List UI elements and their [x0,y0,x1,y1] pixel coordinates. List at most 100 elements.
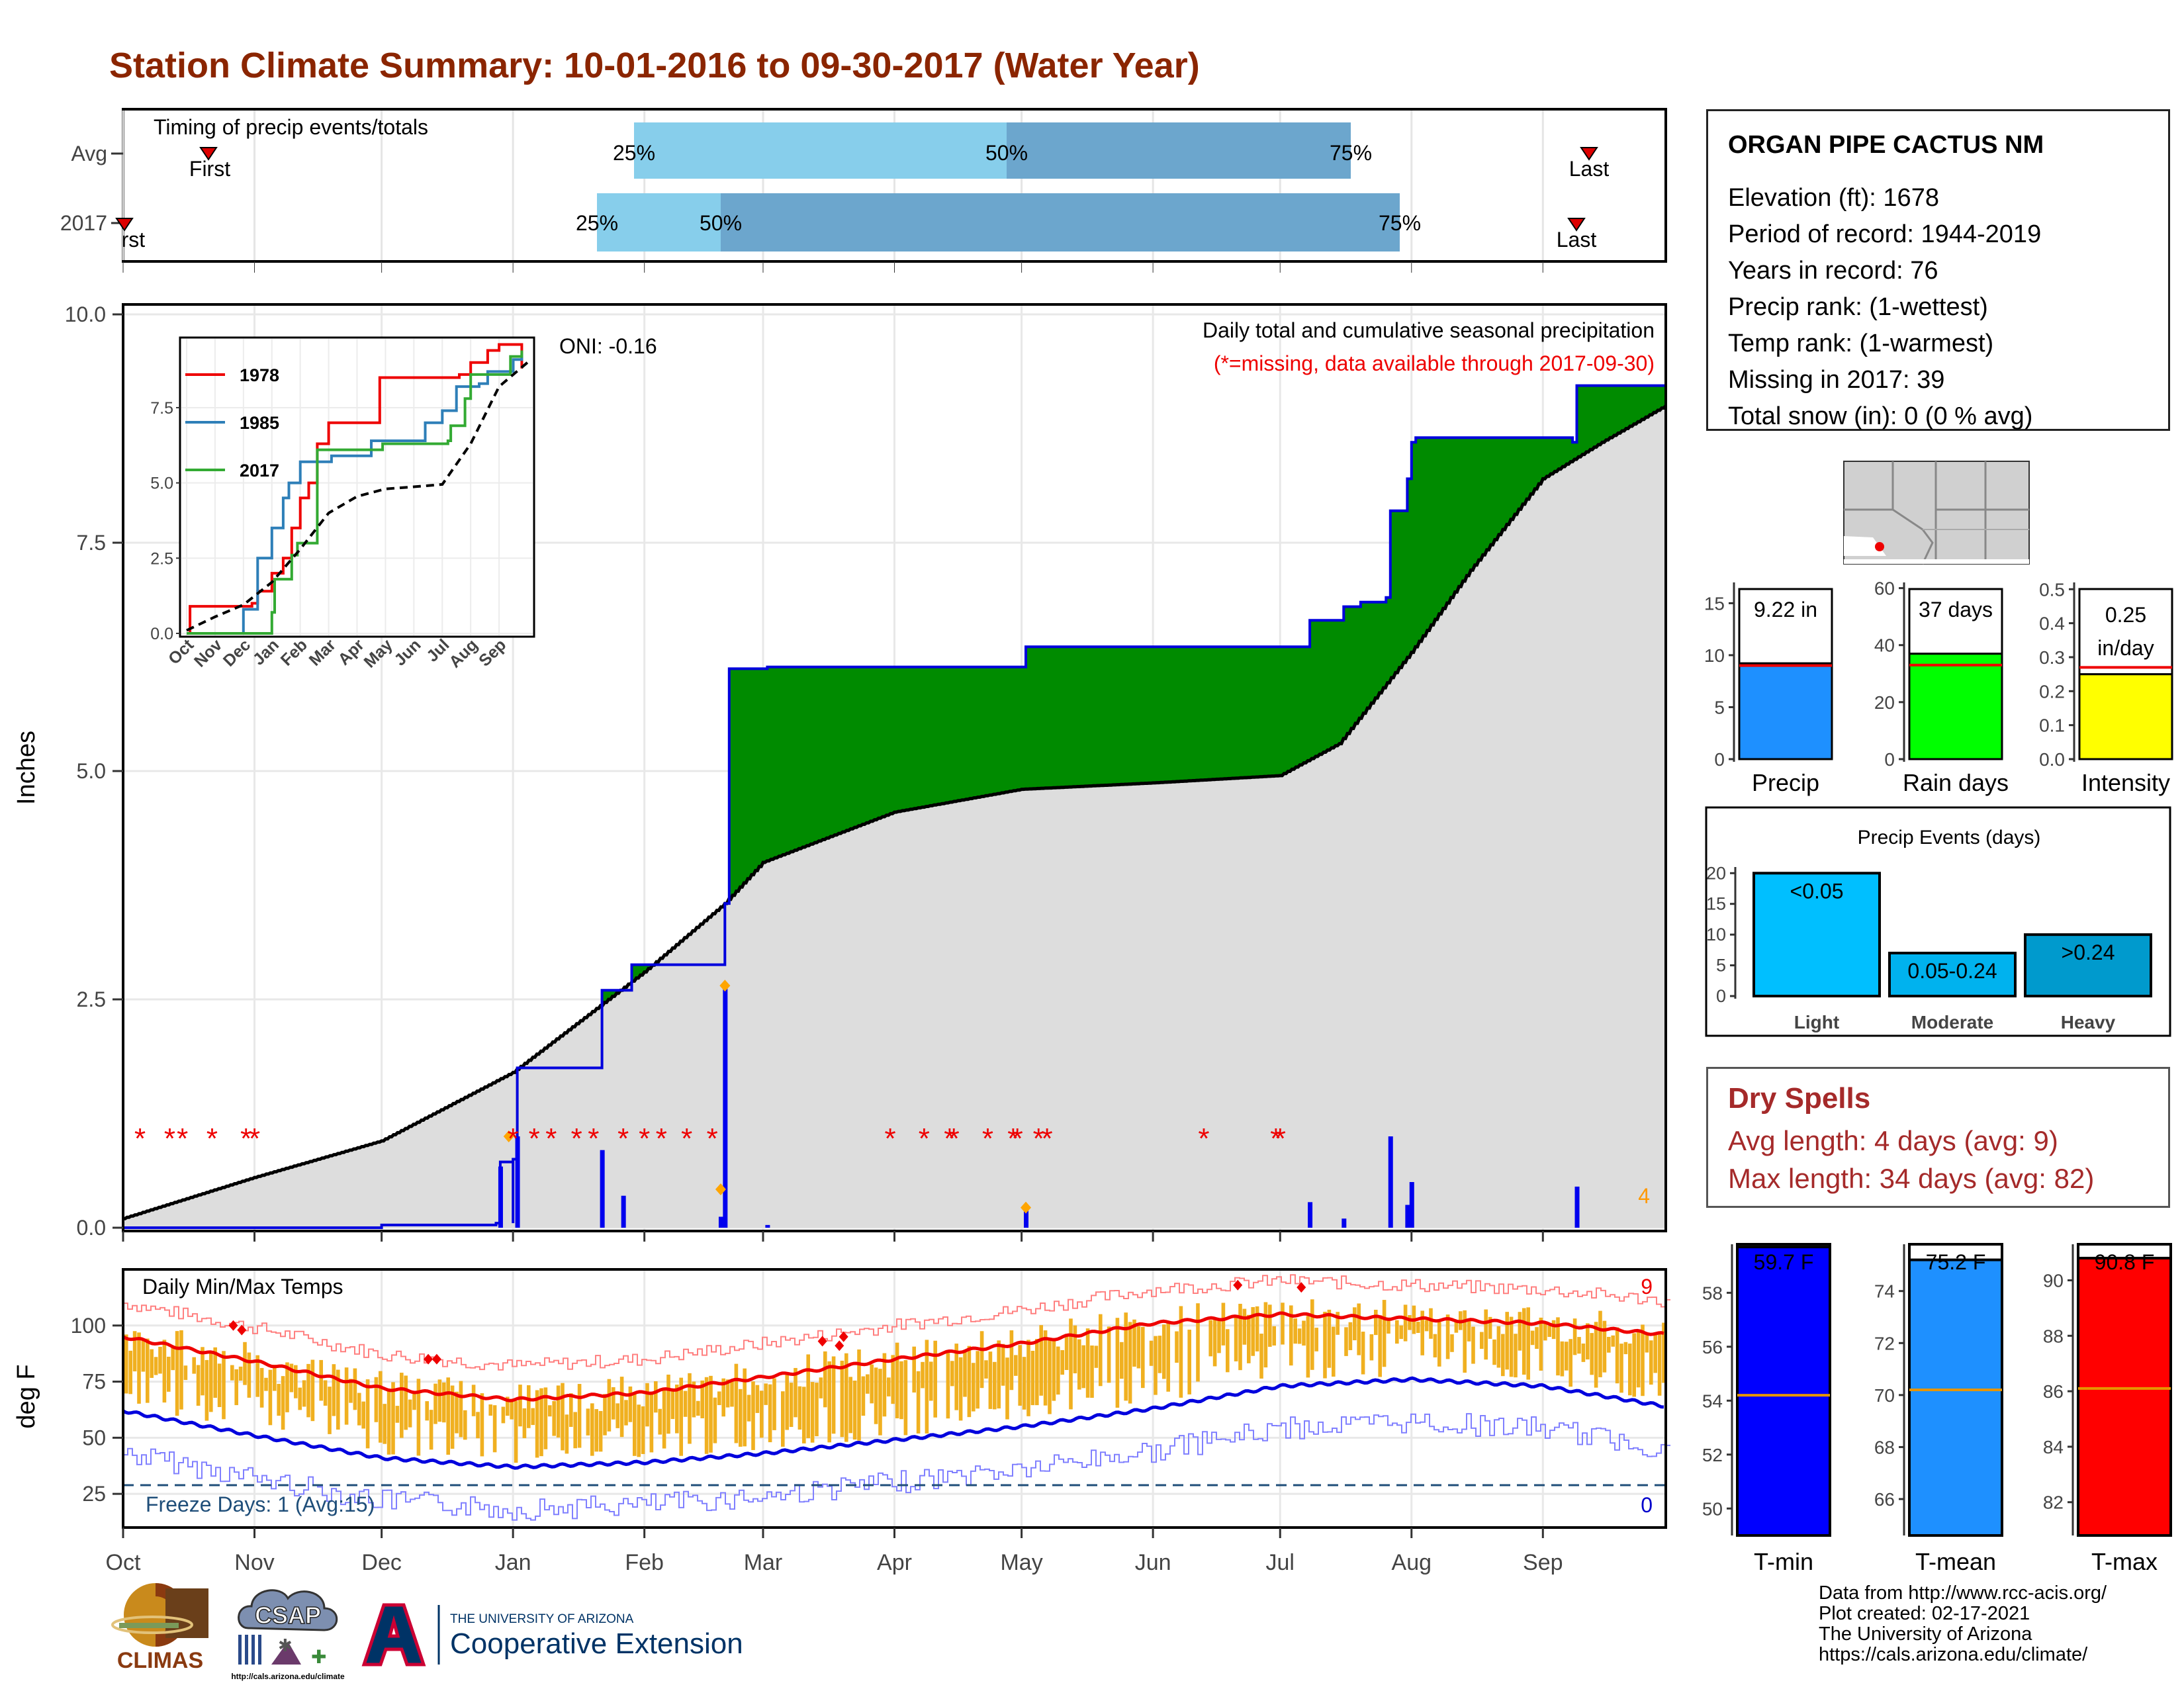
cactus-icon: ✚ [311,1647,326,1667]
daily-temp-bar [506,1396,510,1416]
daily-bar [515,1136,520,1228]
daily-temp-bar [662,1387,666,1449]
daily-temp-bar [1395,1320,1399,1344]
daily-temp-bar [815,1383,819,1437]
daily-temp-bar [1128,1322,1132,1404]
inset-legend-1985: 1985 [240,413,279,433]
daily-temp-bar [480,1393,484,1457]
daily-temp-bar [831,1356,836,1434]
daily-temp-bar [577,1384,582,1448]
missing-star: * [1041,1122,1052,1155]
daily-temp-bar [1420,1310,1424,1355]
daily-temp-bar [488,1404,492,1416]
daily-temp-bar [637,1404,641,1457]
month-label: Feb [625,1550,664,1575]
inset-y-tick: 7.5 [150,399,173,418]
y2017-first-marker-icon [115,218,134,232]
y-tick-label: 10.0 [65,302,106,326]
month-label: Aug [1392,1550,1432,1575]
daily-temp-bar [1187,1330,1191,1394]
daily-temp-bar [1217,1318,1221,1353]
precip-subtitle: Daily total and cumulative seasonal prec… [1203,318,1655,342]
missing-star: * [1007,1122,1019,1155]
daily-temp-bar [306,1363,310,1418]
daily-temp-bar [666,1374,670,1434]
daily-temp-bar [328,1387,332,1434]
daily-temp-bar [1450,1334,1454,1352]
temp-bar [2077,1256,2172,1537]
avg-q50-label: 50% [985,141,1028,165]
daily-temp-bar [531,1408,535,1426]
daily-temp-bar [171,1346,175,1371]
y-tick-label: 5.0 [77,759,106,783]
daily-temp-bar [781,1391,785,1447]
temp-panel: 25 50 75 100 Daily Min/Max Temps deg F Free… [13,1268,1670,1575]
daily-temp-bar [128,1350,132,1394]
daily-marker [503,1130,514,1142]
daily-temp-bar [285,1362,289,1412]
daily-temp-bar [615,1403,619,1428]
daily-temp-bar [624,1400,628,1426]
events-bar-label: <0.05 [1790,879,1844,903]
daily-temp-bar [1009,1330,1014,1391]
missing-star: * [529,1122,540,1155]
events-bar-label: 0.05-0.24 [1907,959,1997,983]
daily-temp-bar [1158,1336,1162,1373]
daily-temp-bar [264,1377,268,1391]
avg-cumulative-line [123,404,1667,1220]
daily-temp-bar [183,1365,188,1381]
daily-temp-bar [416,1379,421,1456]
summary-value: 9.22 in [1754,598,1817,621]
daily-temp-bar [1378,1315,1382,1377]
daily-temp-bar [365,1379,370,1449]
ua-extension-logo: THE UNIVERSITY OF ARIZONA Cooperative Ex… [361,1602,745,1668]
temp-y-tick: 74 [1874,1281,1895,1302]
y2017-q50-label: 50% [700,211,742,235]
y-tick-label: 2.5 [77,987,106,1011]
y-tick-label: 100 [71,1314,106,1338]
daily-temp-bar [848,1377,852,1434]
daily-temp-bar [743,1368,747,1447]
daily-temp-bar [1361,1332,1365,1375]
daily-temp-bar [1263,1302,1268,1368]
daily-temp-bar [1251,1306,1255,1356]
daily-temp-bar [794,1367,797,1418]
y-tick-label: 0.0 [77,1216,106,1240]
daily-temp-bar [903,1360,908,1436]
timing-row-2017: 2017 [60,211,107,235]
daily-temp-bar [645,1383,649,1427]
daily-temp-bar [1530,1330,1535,1346]
daily-temp-bar [1577,1337,1581,1354]
daily-temp-bar [1480,1332,1484,1349]
avg-q75-label: 75% [1330,141,1372,165]
daily-temp-bar [400,1373,404,1438]
daily-temp-bar [1636,1332,1641,1388]
record-marker [228,1320,238,1331]
daily-temp-bar [1369,1334,1374,1361]
daily-bar [600,1150,605,1228]
station-years: Years in record: 76 [1728,257,1938,285]
daily-temp-bar [1281,1303,1285,1345]
y2017-q25-label: 25% [576,211,618,235]
missing-star: * [508,1122,519,1155]
daily-temp-bar [175,1331,179,1416]
daily-temp-bar [827,1361,831,1443]
daily-temp-bar [1416,1322,1420,1333]
temp-y-tick: 68 [1874,1437,1895,1457]
daily-temp-bar [874,1367,878,1424]
daily-temp-bar [476,1412,480,1439]
inset-y-tick: 0.0 [150,625,173,643]
record-marker [1233,1279,1243,1291]
daily-marker [1021,1201,1032,1214]
daily-bar [498,1166,503,1228]
daily-temp-bar [1026,1340,1030,1416]
events-y-tick: 20 [1706,863,1726,883]
daily-temp-bar [1535,1327,1539,1349]
missing-star: * [948,1122,960,1155]
station-location-icon [1875,542,1884,551]
temp-bar [1908,1258,2003,1537]
y2017-q50-q75-bar [721,193,1400,251]
inset-line-2017 [187,350,523,635]
record-marker [237,1324,247,1336]
